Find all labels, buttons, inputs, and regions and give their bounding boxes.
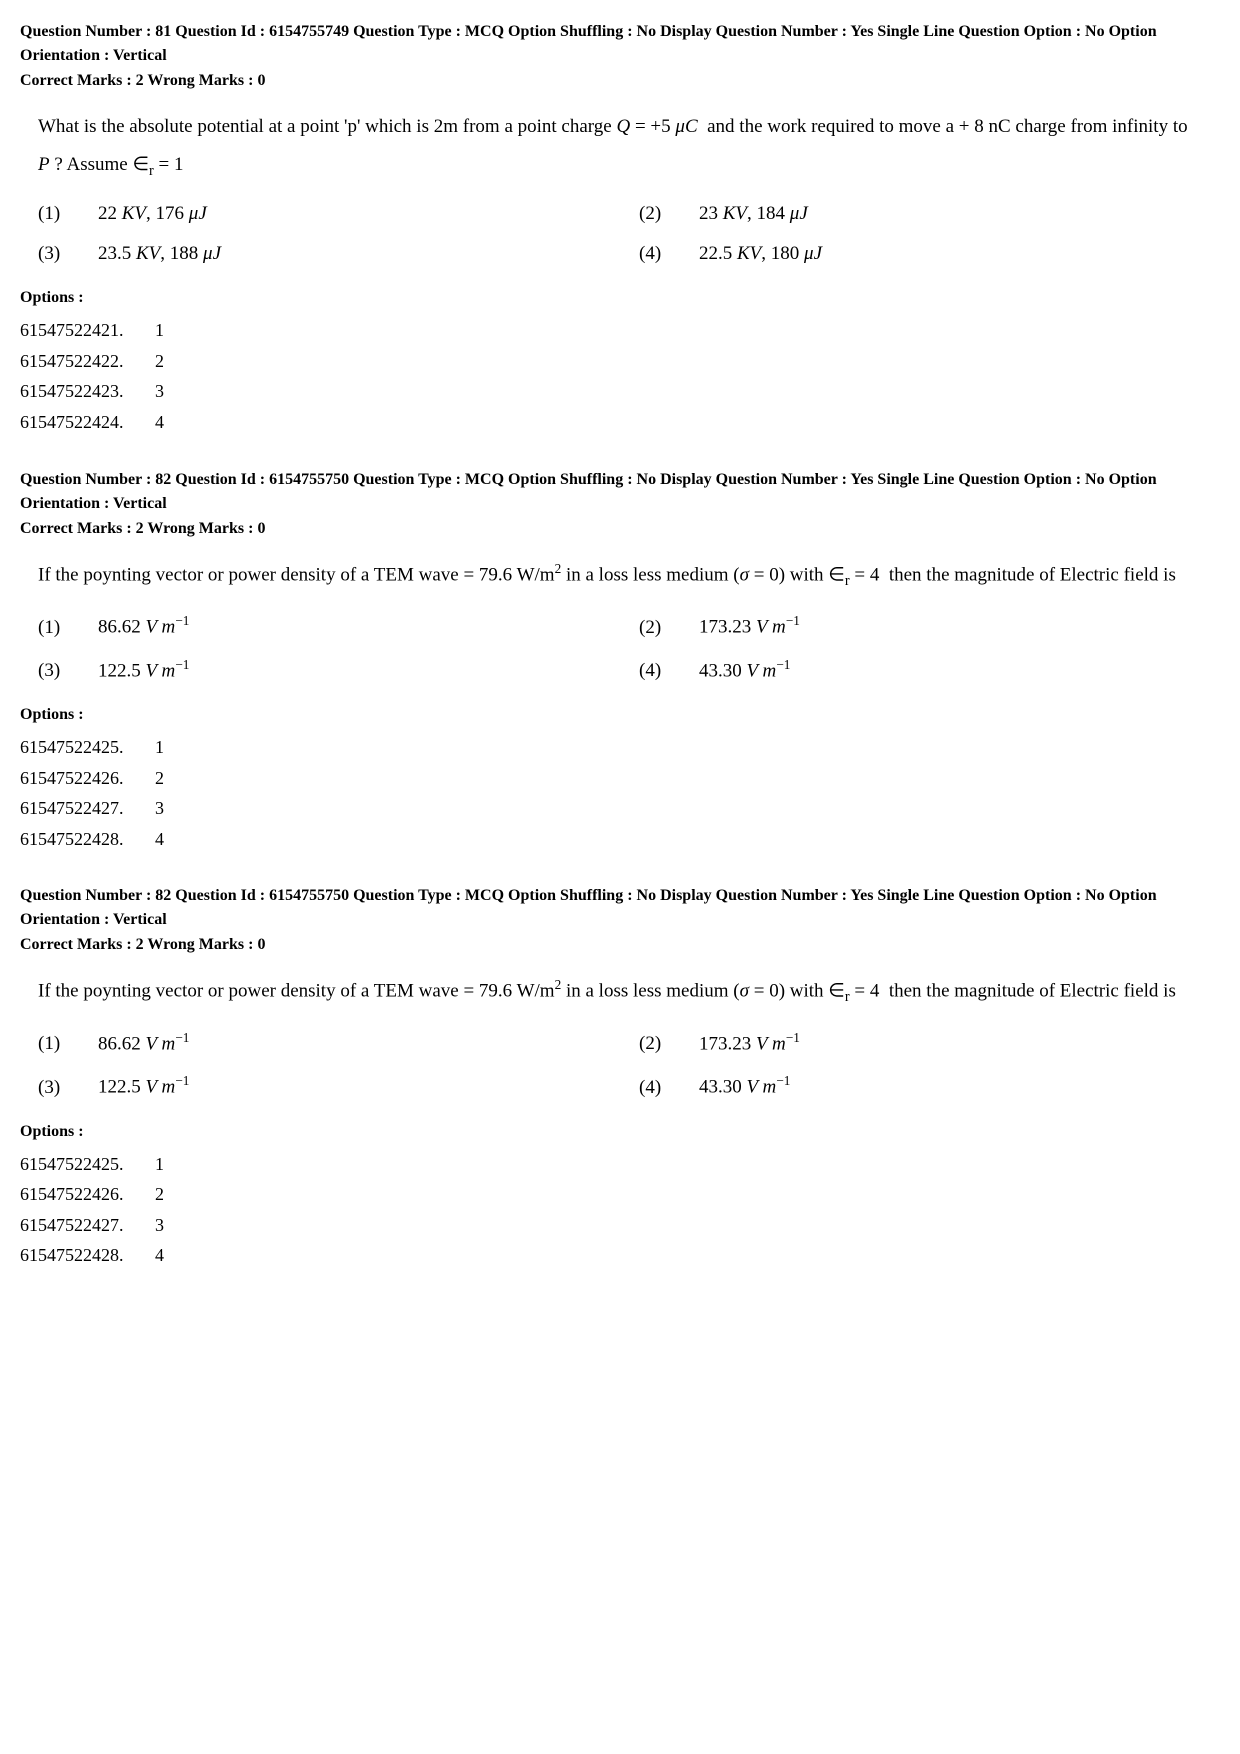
choice-number: (4) [639,1077,671,1099]
choice-cell: (3) 122.5 V m−1 [38,1073,619,1098]
option-id: 61547522422. [20,346,155,377]
choice-number: (3) [38,660,70,682]
choice-cell: (4) 22.5 KV, 180 μJ [639,243,1220,265]
marks-line: Correct Marks : 2 Wrong Marks : 0 [20,520,1220,538]
option-id: 61547522425. [20,732,155,763]
option-row: 61547522425.1 [20,1149,1220,1180]
option-value: 3 [155,1210,164,1241]
options-label: Options : [20,706,1220,724]
option-row: 61547522422.2 [20,346,1220,377]
question-block: Question Number : 81 Question Id : 61547… [20,20,1220,438]
option-id: 61547522428. [20,824,155,855]
option-id: 61547522427. [20,793,155,824]
choice-text: 22 KV, 176 μJ [98,203,207,225]
marks-line: Correct Marks : 2 Wrong Marks : 0 [20,72,1220,90]
choice-number: (2) [639,617,671,639]
option-row: 61547522425.1 [20,732,1220,763]
option-value: 2 [155,346,164,377]
choice-number: (3) [38,243,70,265]
option-row: 61547522426.2 [20,1179,1220,1210]
choice-number: (2) [639,203,671,225]
choice-number: (4) [639,243,671,265]
option-row: 61547522423.3 [20,376,1220,407]
choice-number: (3) [38,1077,70,1099]
choice-cell: (2) 173.23 V m−1 [639,1030,1220,1055]
choice-text: 23.5 KV, 188 μJ [98,243,221,265]
option-row: 61547522427.3 [20,793,1220,824]
option-row: 61547522426.2 [20,763,1220,794]
choice-cell: (2) 23 KV, 184 μJ [639,203,1220,225]
option-value: 3 [155,793,164,824]
option-value: 2 [155,1179,164,1210]
option-id: 61547522426. [20,1179,155,1210]
option-row: 61547522428.4 [20,824,1220,855]
choice-cell: (4) 43.30 V m−1 [639,657,1220,682]
option-id: 61547522426. [20,763,155,794]
option-id: 61547522427. [20,1210,155,1241]
choice-cell: (2) 173.23 V m−1 [639,613,1220,638]
options-label: Options : [20,1123,1220,1141]
question-block: Question Number : 82 Question Id : 61547… [20,468,1220,855]
option-value: 4 [155,407,164,438]
marks-line: Correct Marks : 2 Wrong Marks : 0 [20,936,1220,954]
option-id: 61547522425. [20,1149,155,1180]
document-container: Question Number : 81 Question Id : 61547… [20,20,1220,1271]
choice-text: 86.62 V m−1 [98,1030,189,1055]
choice-text: 86.62 V m−1 [98,613,189,638]
choice-number: (2) [639,1033,671,1055]
choice-cell: (3) 23.5 KV, 188 μJ [38,243,619,265]
option-row: 61547522428.4 [20,1240,1220,1271]
options-list: 61547522425.161547522426.261547522427.36… [20,732,1220,854]
choice-text: 22.5 KV, 180 μJ [699,243,822,265]
choice-cell: (3) 122.5 V m−1 [38,657,619,682]
question-text: What is the absolute potential at a poin… [20,108,1220,185]
option-value: 1 [155,1149,164,1180]
question-text: If the poynting vector or power density … [20,972,1220,1012]
choice-number: (1) [38,617,70,639]
option-value: 4 [155,824,164,855]
option-row: 61547522424.4 [20,407,1220,438]
choice-text: 173.23 V m−1 [699,1030,800,1055]
option-row: 61547522421.1 [20,315,1220,346]
question-text: If the poynting vector or power density … [20,556,1220,596]
option-value: 1 [155,732,164,763]
choice-text: 23 KV, 184 μJ [699,203,808,225]
choice-text: 173.23 V m−1 [699,613,800,638]
options-list: 61547522425.161547522426.261547522427.36… [20,1149,1220,1271]
option-id: 61547522428. [20,1240,155,1271]
choice-text: 43.30 V m−1 [699,1073,790,1098]
question-meta: Question Number : 82 Question Id : 61547… [20,468,1220,516]
options-label: Options : [20,289,1220,307]
option-value: 3 [155,376,164,407]
choice-number: (1) [38,1033,70,1055]
choice-cell: (1) 22 KV, 176 μJ [38,203,619,225]
choices-grid: (1) 86.62 V m−1 (2) 173.23 V m−1 (3) 122.5 V … [20,613,1220,682]
option-value: 1 [155,315,164,346]
choice-text: 43.30 V m−1 [699,657,790,682]
option-id: 61547522421. [20,315,155,346]
options-list: 61547522421.161547522422.261547522423.36… [20,315,1220,437]
option-id: 61547522423. [20,376,155,407]
choice-cell: (1) 86.62 V m−1 [38,1030,619,1055]
question-meta: Question Number : 81 Question Id : 61547… [20,20,1220,68]
option-row: 61547522427.3 [20,1210,1220,1241]
choice-number: (1) [38,203,70,225]
question-block: Question Number : 82 Question Id : 61547… [20,884,1220,1271]
choices-grid: (1) 22 KV, 176 μJ (2) 23 KV, 184 μJ (3) 23.5 … [20,203,1220,265]
option-id: 61547522424. [20,407,155,438]
choice-number: (4) [639,660,671,682]
choice-text: 122.5 V m−1 [98,1073,189,1098]
choice-cell: (1) 86.62 V m−1 [38,613,619,638]
question-meta: Question Number : 82 Question Id : 61547… [20,884,1220,932]
choices-grid: (1) 86.62 V m−1 (2) 173.23 V m−1 (3) 122.5 V … [20,1030,1220,1099]
option-value: 2 [155,763,164,794]
choice-cell: (4) 43.30 V m−1 [639,1073,1220,1098]
option-value: 4 [155,1240,164,1271]
choice-text: 122.5 V m−1 [98,657,189,682]
